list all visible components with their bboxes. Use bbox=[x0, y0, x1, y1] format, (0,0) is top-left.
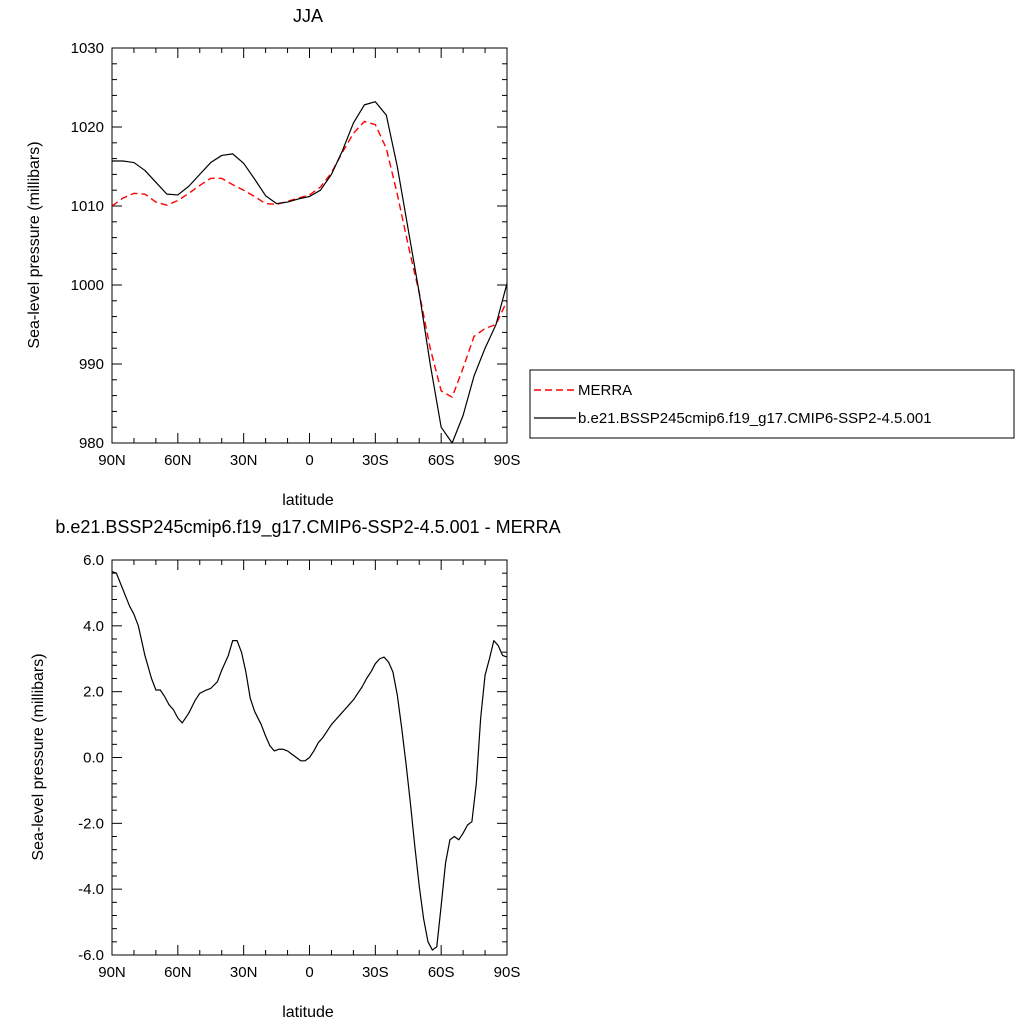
x-tick-label: 60N bbox=[164, 964, 192, 981]
x-tick-label: 60S bbox=[428, 964, 455, 981]
legend-label-model: b.e21.BSSP245cmip6.f19_g17.CMIP6-SSP2-4.… bbox=[578, 410, 932, 427]
y-tick-label: 980 bbox=[79, 435, 104, 452]
x-tick-label: 90S bbox=[494, 964, 521, 981]
y-tick-label: -4.0 bbox=[78, 881, 104, 898]
y-tick-label: 1010 bbox=[71, 198, 104, 215]
top-x-axis-label: latitude bbox=[282, 492, 334, 509]
series-line-0-0 bbox=[111, 120, 508, 398]
top-plot-area: 90N 60N 30N 0 30S 60S 90S 980 990 1000 1010 1020 103… bbox=[71, 40, 521, 469]
y-tick-label: 1030 bbox=[71, 40, 104, 57]
y-tick-label: 2.0 bbox=[83, 684, 104, 701]
y-tick-label: -2.0 bbox=[78, 815, 104, 832]
top-legend: MERRA b.e21.BSSP245cmip6.f19_g17.CMIP6-S… bbox=[529, 369, 1015, 439]
legend-box bbox=[529, 369, 1015, 439]
series-line-1-0 bbox=[111, 570, 508, 951]
x-tick-label: 30N bbox=[230, 964, 258, 981]
top-plot-frame bbox=[111, 47, 508, 444]
x-tick-label: 90N bbox=[98, 964, 126, 981]
x-tick-label: 30N bbox=[230, 452, 258, 469]
x-tick-label: 0 bbox=[305, 452, 313, 469]
top-panel: JJA 90N 60N 30N 0 30S 60S 90S 980 990 1000 1010 102… bbox=[26, 6, 1015, 509]
legend-label-merra: MERRA bbox=[578, 382, 632, 399]
y-tick-label: 0.0 bbox=[83, 750, 104, 767]
y-tick-label: 1000 bbox=[71, 277, 104, 294]
bottom-panel: b.e21.BSSP245cmip6.f19_g17.CMIP6-SSP2-4.… bbox=[30, 517, 561, 1021]
y-tick-label: 4.0 bbox=[83, 618, 104, 635]
y-tick-label: -6.0 bbox=[78, 947, 104, 964]
y-tick-label: 990 bbox=[79, 356, 104, 373]
x-tick-label: 30S bbox=[362, 964, 389, 981]
x-tick-label: 60S bbox=[428, 452, 455, 469]
series-line-0-1 bbox=[112, 101, 508, 444]
bottom-plot-frame bbox=[111, 559, 508, 956]
y-tick-label: 1020 bbox=[71, 119, 104, 136]
bottom-y-axis-label: Sea-level pressure (millibars) bbox=[30, 653, 47, 860]
x-tick-label: 90N bbox=[98, 452, 126, 469]
bottom-plot-area: 90N 60N 30N 0 30S 60S 90S -6.0 -4.0 -2.0 0.0 2.0 4.0… bbox=[78, 552, 520, 981]
x-tick-label: 0 bbox=[305, 964, 313, 981]
x-tick-label: 30S bbox=[362, 452, 389, 469]
top-chart-title: JJA bbox=[293, 6, 323, 26]
bottom-x-axis-label: latitude bbox=[282, 1004, 334, 1021]
y-tick-label: 6.0 bbox=[83, 552, 104, 569]
x-tick-label: 60N bbox=[164, 452, 192, 469]
top-y-axis-label: Sea-level pressure (millibars) bbox=[26, 141, 43, 348]
bottom-chart-title: b.e21.BSSP245cmip6.f19_g17.CMIP6-SSP2-4.… bbox=[55, 517, 560, 538]
x-tick-label: 90S bbox=[494, 452, 521, 469]
